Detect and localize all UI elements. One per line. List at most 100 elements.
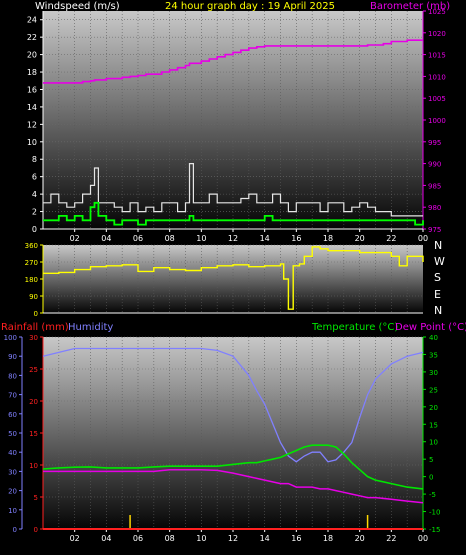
direction-series-line	[43, 246, 424, 310]
rainfall-ytick-label: 30	[29, 334, 38, 342]
panel1-xtick-label: 18	[323, 234, 333, 243]
rainfall-ytick-label: 20	[29, 398, 38, 406]
barometer-ytick-label: 980	[428, 204, 441, 212]
windspeed-ytick-label: 18	[27, 68, 37, 77]
windspeed-ytick-label: 22	[27, 33, 37, 42]
panel1-xtick-label: 00	[418, 234, 428, 243]
temperature-ytick-label: 25	[429, 386, 438, 394]
panel3-xtick-label: 08	[165, 534, 175, 543]
temperature-axis-title: Temperature (°C)	[311, 322, 398, 333]
windspeed-ytick-label: 2	[32, 208, 37, 217]
temperature-ytick-label: 5	[429, 456, 433, 464]
compass-label-e: E	[434, 288, 441, 301]
temperature-series-line	[42, 444, 424, 490]
barometer-ytick-label: 995	[428, 139, 441, 147]
humidity-ytick-label: 50	[8, 430, 17, 438]
panel3-xtick-label: 12	[228, 534, 238, 543]
temperature-ytick-label: 30	[429, 369, 438, 377]
windspeed-ytick-label: 4	[32, 190, 37, 199]
panel1-xtick-label: 20	[355, 234, 365, 243]
panel3-xtick-label: 10	[196, 534, 206, 543]
barometer-ytick-label: 1005	[428, 95, 446, 103]
panel3-xtick-label: 06	[133, 534, 143, 543]
compass-label-n-bottom: N	[434, 304, 442, 317]
rainfall-ytick-label: 5	[34, 494, 38, 502]
rainfall-axis-title: Rainfall (mm)	[1, 322, 69, 333]
barometer-ytick-label: 985	[428, 182, 441, 190]
panel3-xtick-label: 22	[386, 534, 396, 543]
temperature-ytick-label: 35	[429, 351, 438, 359]
compass-label-s: S	[434, 271, 441, 284]
windspeed-ytick-label: 12	[27, 120, 37, 129]
compass-label-n-top: N	[434, 239, 442, 252]
humidity-series-line	[42, 347, 424, 463]
windspeed-ytick-label: 20	[27, 51, 37, 60]
panel1-xtick-label: 04	[101, 234, 111, 243]
dewpoint-axis-title: Dew Point (°C)	[395, 322, 466, 333]
panel1-xtick-label: 08	[165, 234, 175, 243]
panel1-xtick-label: 12	[228, 234, 238, 243]
panel1-xtick-label: 02	[70, 234, 80, 243]
barometer-ytick-label: 1015	[428, 52, 446, 60]
barometer-ytick-label: 990	[428, 161, 441, 169]
panel1-plot-area	[43, 11, 423, 229]
rainfall-ytick-label: 0	[34, 526, 38, 534]
direction-ytick-label: 270	[25, 259, 38, 267]
rainfall-ytick-label: 15	[29, 430, 38, 438]
humidity-axis-title: Humidity	[68, 322, 113, 333]
panel1-xtick-label: 10	[196, 234, 206, 243]
dewpoint-series-line	[43, 468, 424, 504]
barometer-axis-title: Barometer (mb)	[370, 1, 450, 12]
windspeed-ytick-label: 24	[27, 16, 37, 25]
barometer-ytick-label: 1000	[428, 117, 446, 125]
humidity-ytick-label: 40	[8, 449, 17, 457]
temperature-ytick-label: -5	[429, 491, 436, 499]
barometer-series-line	[43, 39, 423, 84]
windspeed-ytick-label: 10	[27, 138, 37, 147]
temperature-ytick-label: 10	[429, 439, 438, 447]
humidity-ytick-label: 10	[8, 507, 17, 515]
rainfall-ytick-label: 25	[29, 366, 38, 374]
barometer-ytick-label: 1025	[428, 8, 446, 16]
humidity-ytick-label: 0	[13, 526, 17, 534]
temperature-ytick-label: 20	[429, 404, 438, 412]
humidity-ytick-label: 70	[8, 392, 17, 400]
humidity-ytick-label: 80	[8, 372, 17, 380]
panel3-xtick-label: 02	[70, 534, 80, 543]
windspeed-ytick-label: 16	[27, 85, 37, 94]
direction-ytick-label: 0	[34, 310, 38, 318]
windspeed-ytick-label: 8	[32, 155, 37, 164]
humidity-ytick-label: 20	[8, 488, 17, 496]
panel3-xtick-label: 00	[418, 534, 428, 543]
windspeed-axis-title: Windspeed (m/s)	[35, 1, 120, 12]
windspeed-series-line	[43, 201, 424, 226]
panel3-xtick-label: 16	[291, 534, 301, 543]
humidity-ytick-label: 60	[8, 411, 17, 419]
panel1-xtick-label: 22	[386, 234, 396, 243]
barometer-ytick-label: 1020	[428, 30, 446, 38]
humidity-ytick-label: 100	[4, 334, 17, 342]
direction-ytick-label: 90	[29, 293, 38, 301]
panel3-xtick-label: 18	[323, 534, 333, 543]
temperature-ytick-label: 15	[429, 421, 438, 429]
graph-title: 24 hour graph day : 19 April 2025	[165, 1, 335, 12]
temperature-ytick-label: 0	[429, 474, 433, 482]
gust-series-line	[43, 163, 423, 217]
panel3-xtick-label: 20	[355, 534, 365, 543]
rainfall-ytick-label: 10	[29, 462, 38, 470]
humidity-ytick-label: 90	[8, 353, 17, 361]
temperature-ytick-label: 40	[429, 334, 438, 342]
panel1-xtick-label: 06	[133, 234, 143, 243]
windspeed-ytick-label: 14	[27, 103, 37, 112]
windspeed-ytick-label: 0	[32, 225, 37, 234]
temperature-ytick-label: -15	[429, 526, 440, 534]
panel1-xtick-label: 16	[291, 234, 301, 243]
compass-label-w: W	[434, 255, 445, 268]
panel3-xtick-label: 04	[101, 534, 111, 543]
temperature-ytick-label: -10	[429, 509, 440, 517]
panel3-xtick-label: 14	[260, 534, 270, 543]
windspeed-ytick-label: 6	[32, 173, 37, 182]
direction-ytick-label: 180	[25, 276, 38, 284]
